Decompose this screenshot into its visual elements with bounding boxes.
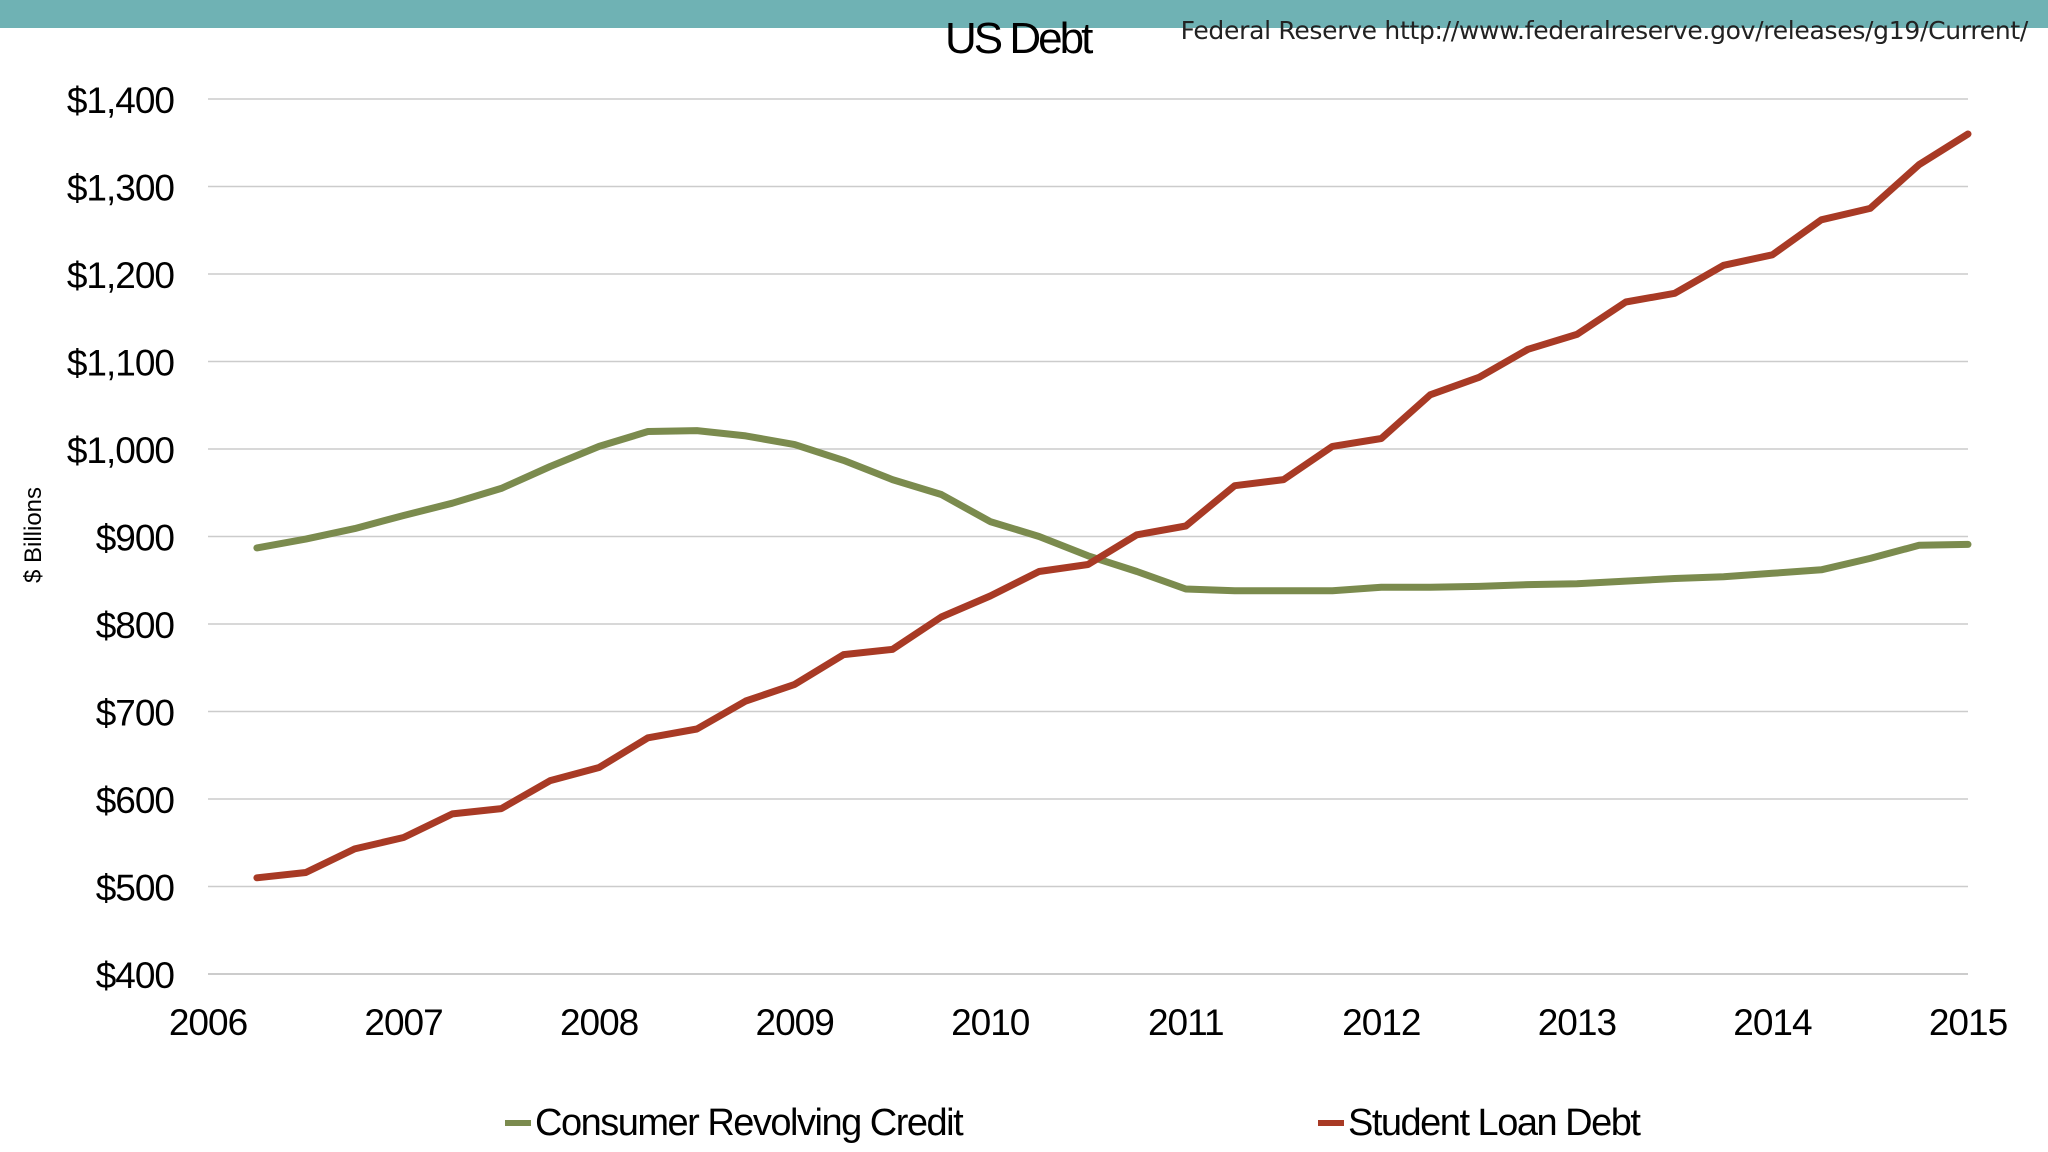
legend-swatch-student	[1318, 1120, 1344, 1126]
x-tick-label: 2014	[1733, 1002, 1812, 1043]
y-tick-label: $1,300	[67, 168, 175, 209]
x-tick-label: 2015	[1929, 1002, 2008, 1043]
y-tick-label: $700	[96, 693, 175, 734]
x-tick-label: 2007	[364, 1002, 442, 1043]
source-note: Federal Reserve http://www.federalreserv…	[1180, 16, 2029, 45]
chart-title: US Debt	[945, 14, 1093, 63]
y-tick-label: $500	[96, 868, 175, 909]
y-tick-label: $400	[96, 955, 175, 996]
x-tick-label: 2009	[756, 1002, 834, 1043]
x-tick-label: 2008	[560, 1002, 638, 1043]
series-line-consumer-revolving-credit	[253, 427, 1972, 595]
y-tick-label: $900	[96, 518, 175, 559]
y-tick-label: $600	[96, 780, 175, 821]
legend-item-student-loan-debt: Student Loan Debt	[1318, 1098, 1641, 1148]
y-tick-label: $1,100	[67, 343, 175, 384]
y-tick-label: $800	[96, 605, 175, 646]
x-tick-label: 2012	[1342, 1002, 1420, 1043]
series-line-student-loan-debt	[253, 130, 1972, 882]
y-tick-label: $1,200	[67, 255, 175, 296]
x-tick-label: 2013	[1538, 1002, 1616, 1043]
y-tick-label: $1,400	[67, 80, 175, 121]
x-tick-label: 2011	[1148, 1002, 1224, 1043]
y-tick-label: $1,000	[67, 430, 175, 471]
top-banner	[0, 0, 2048, 28]
x-tick-label: 2010	[951, 1002, 1030, 1043]
legend-swatch-consumer	[505, 1120, 531, 1126]
legend-label-student: Student Loan Debt	[1348, 1101, 1641, 1144]
legend-item-consumer-revolving-credit: Consumer Revolving Credit	[505, 1098, 964, 1148]
legend-label-consumer: Consumer Revolving Credit	[535, 1101, 964, 1144]
x-tick-label: 2006	[169, 1002, 247, 1043]
